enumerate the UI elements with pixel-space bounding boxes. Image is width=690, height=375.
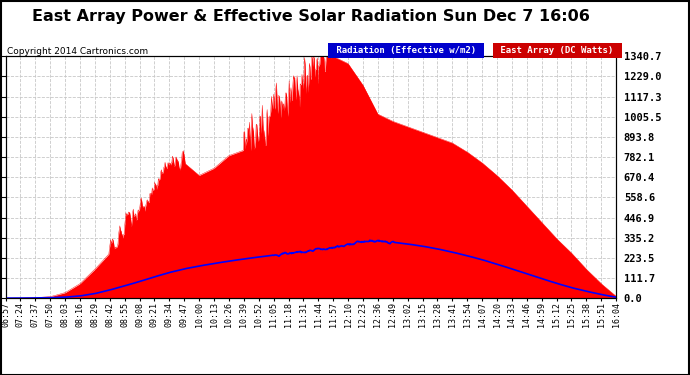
Text: East Array Power & Effective Solar Radiation Sun Dec 7 16:06: East Array Power & Effective Solar Radia… <box>32 9 590 24</box>
Text: East Array (DC Watts): East Array (DC Watts) <box>495 46 619 55</box>
Text: Radiation (Effective w/m2): Radiation (Effective w/m2) <box>331 46 482 55</box>
Text: Copyright 2014 Cartronics.com: Copyright 2014 Cartronics.com <box>7 47 148 56</box>
